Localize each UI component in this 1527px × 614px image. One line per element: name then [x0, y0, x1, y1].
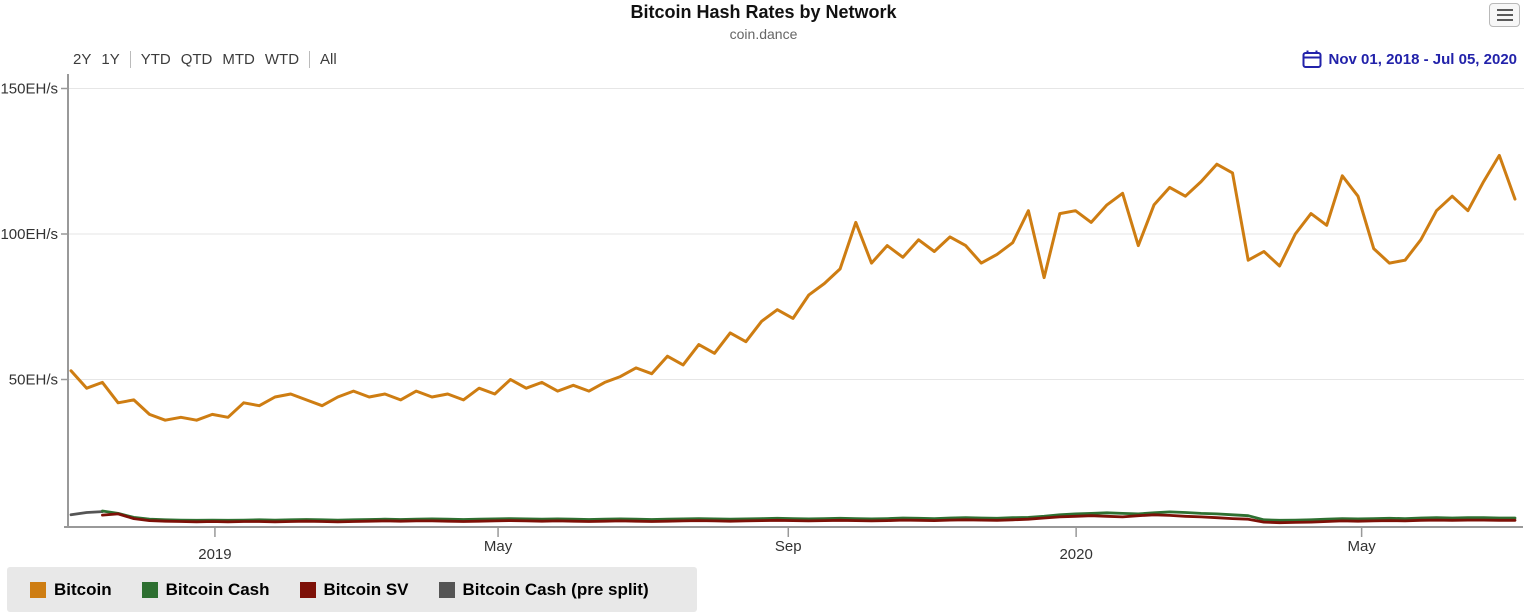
series-line-bitcoin[interactable]: [69, 153, 1517, 422]
x-axis-label: May: [484, 538, 513, 555]
legend-label: Bitcoin Cash (pre split): [462, 579, 649, 599]
legend-label: Bitcoin Cash: [165, 579, 270, 599]
hash-rate-chart[interactable]: 50EH/s 100EH/s 150EH/s 2019 May Sep 2020 May: [0, 0, 1527, 565]
legend-item-bitcoin[interactable]: Bitcoin: [30, 580, 112, 600]
date-range-picker[interactable]: Nov 01, 2018 - Jul 05, 2020: [1302, 50, 1517, 69]
range-button-ytd[interactable]: YTD: [140, 51, 171, 68]
x-axis-label: Sep: [775, 538, 802, 555]
legend-swatch-icon: [299, 581, 316, 598]
legend-item-bitcoin-cash[interactable]: Bitcoin Cash: [141, 579, 270, 600]
legend-swatch-icon: [141, 581, 158, 598]
range-selector: 2Y 1Y YTD QTD MTD WTD All: [68, 51, 342, 68]
page-subtitle: coin.dance: [729, 26, 798, 42]
legend-swatch-icon: [438, 581, 455, 598]
hamburger-menu-icon[interactable]: [1489, 3, 1520, 27]
range-button-1y[interactable]: 1Y: [101, 51, 120, 68]
series-line-bitcoin-cash[interactable]: [101, 509, 1517, 522]
series-line-bitcoin-sv[interactable]: [101, 512, 1517, 525]
x-axis-label: May: [1347, 538, 1376, 555]
range-button-wtd[interactable]: WTD: [264, 51, 300, 68]
x-axis-label: 2019: [198, 546, 231, 563]
date-range-text[interactable]: Nov 01, 2018 - Jul 05, 2020: [1328, 51, 1517, 68]
chart-legend: Bitcoin Bitcoin Cash Bitcoin SV Bitcoin Cas…: [7, 567, 697, 612]
range-button-2y[interactable]: 2Y: [73, 51, 92, 68]
menu-bar: [1496, 9, 1513, 11]
y-axis-label: 100EH/s: [0, 226, 58, 243]
page-title: Bitcoin Hash Rates by Network: [630, 2, 897, 22]
legend-label: Bitcoin SV: [323, 579, 409, 599]
series-line-bitcoin-cash-pre-split[interactable]: [69, 510, 104, 517]
menu-bar: [1496, 14, 1513, 16]
range-group-separator: [129, 51, 131, 68]
legend-item-bitcoin-sv[interactable]: Bitcoin SV: [299, 579, 409, 600]
x-axis-label: 2020: [1059, 546, 1092, 563]
menu-bar: [1496, 19, 1513, 21]
range-button-qtd[interactable]: QTD: [180, 51, 213, 68]
calendar-icon: [1302, 50, 1322, 69]
legend-label: Bitcoin: [54, 579, 112, 599]
y-axis-label: 50EH/s: [9, 372, 58, 389]
range-group-separator: [309, 51, 311, 68]
legend-item-bitcoin-cash-pre-split[interactable]: Bitcoin Cash (pre split): [438, 579, 649, 600]
legend-swatch-icon: [30, 581, 46, 598]
range-button-all[interactable]: All: [320, 51, 337, 68]
range-button-mtd[interactable]: MTD: [222, 51, 255, 68]
y-axis-label: 150EH/s: [0, 81, 58, 98]
